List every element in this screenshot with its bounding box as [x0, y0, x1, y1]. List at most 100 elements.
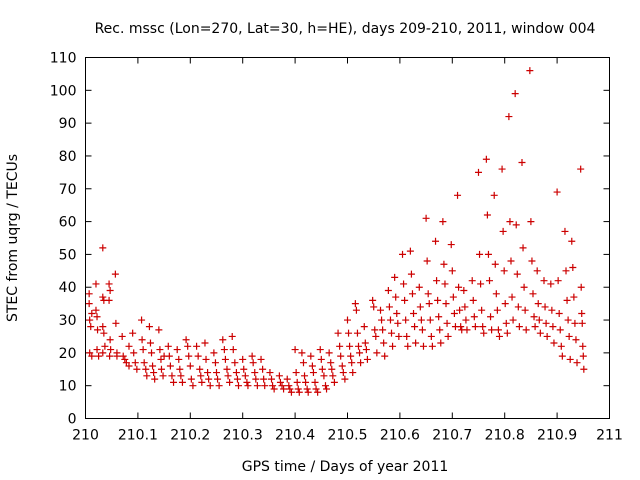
data-point [330, 378, 338, 386]
x-tick-label: 210.6 [380, 428, 420, 444]
data-point [437, 339, 445, 347]
data-point [224, 372, 232, 380]
data-point [214, 375, 222, 383]
data-point [176, 365, 184, 373]
data-point [513, 270, 521, 278]
x-tick-label: 211 [596, 428, 623, 444]
data-point [401, 296, 409, 304]
data-point [99, 244, 107, 252]
data-point [447, 241, 455, 249]
data-point [252, 375, 260, 383]
data-point [125, 342, 133, 350]
data-point [563, 296, 571, 304]
data-point [339, 369, 347, 377]
data-point [541, 303, 549, 311]
chart-title: Rec. mssc (Lon=270, Lat=30, h=HE), days … [95, 21, 596, 37]
data-point [348, 359, 356, 367]
data-point [402, 316, 410, 324]
y-tick-label: 0 [68, 412, 77, 428]
data-point [493, 306, 501, 314]
data-point [308, 362, 316, 370]
data-point [276, 378, 284, 386]
data-point [533, 267, 541, 275]
x-tick-label: 210.8 [485, 428, 525, 444]
data-point [229, 346, 237, 354]
data-point [95, 352, 103, 360]
data-point [86, 316, 94, 324]
y-tick-label: 100 [50, 83, 77, 99]
data-point [99, 349, 107, 357]
data-point [530, 313, 538, 321]
data-point [579, 352, 587, 360]
data-point [554, 277, 562, 285]
data-point [434, 296, 442, 304]
data-point [550, 339, 558, 347]
data-point [386, 316, 394, 324]
y-tick-label: 60 [59, 215, 77, 231]
data-point [107, 346, 115, 354]
data-point [400, 280, 408, 288]
data-point [470, 313, 478, 321]
data-point [410, 309, 418, 317]
data-point [501, 300, 509, 308]
y-tick-label: 80 [59, 149, 77, 165]
data-point [393, 309, 401, 317]
data-point [275, 372, 283, 380]
data-point [166, 362, 174, 370]
data-point [337, 352, 345, 360]
data-point [492, 290, 500, 298]
data-point [241, 372, 249, 380]
data-point [215, 382, 223, 390]
data-point [213, 369, 220, 377]
data-point [307, 352, 315, 360]
data-point [317, 355, 325, 363]
data-point [394, 319, 402, 327]
data-point [309, 369, 317, 377]
data-point [377, 306, 385, 314]
data-point [471, 323, 479, 331]
data-point [486, 277, 494, 285]
data-point [87, 323, 95, 331]
data-point [345, 329, 353, 337]
x-tick-label: 210.3 [223, 428, 263, 444]
data-point [460, 287, 468, 295]
data-point [175, 355, 183, 363]
data-point [475, 168, 482, 176]
data-point [85, 290, 93, 298]
data-point [121, 355, 129, 363]
data-point [482, 155, 490, 163]
data-point [487, 313, 495, 321]
data-point [534, 300, 542, 308]
data-point [404, 342, 412, 350]
data-point [399, 250, 407, 258]
data-point [522, 326, 530, 334]
data-point [240, 365, 248, 373]
data-point [88, 352, 96, 360]
data-point [347, 352, 355, 360]
data-point [105, 280, 113, 288]
data-point [419, 342, 427, 350]
data-point [228, 332, 236, 340]
data-point [571, 319, 579, 327]
data-point [483, 211, 491, 219]
data-point [285, 382, 293, 390]
data-point [259, 365, 267, 373]
x-tick-label: 210.2 [170, 428, 210, 444]
data-point [491, 260, 499, 268]
data-point [549, 323, 557, 331]
data-point [266, 369, 274, 377]
data-point [439, 218, 447, 226]
data-point [578, 319, 586, 327]
data-point [99, 323, 107, 331]
data-point [519, 244, 527, 252]
data-point [253, 382, 261, 390]
data-point [408, 290, 416, 298]
data-point [443, 319, 451, 327]
data-point [150, 369, 158, 377]
data-point [547, 280, 555, 288]
data-point [388, 329, 396, 337]
data-point [140, 359, 148, 367]
data-point [511, 90, 519, 98]
data-point [380, 339, 388, 347]
